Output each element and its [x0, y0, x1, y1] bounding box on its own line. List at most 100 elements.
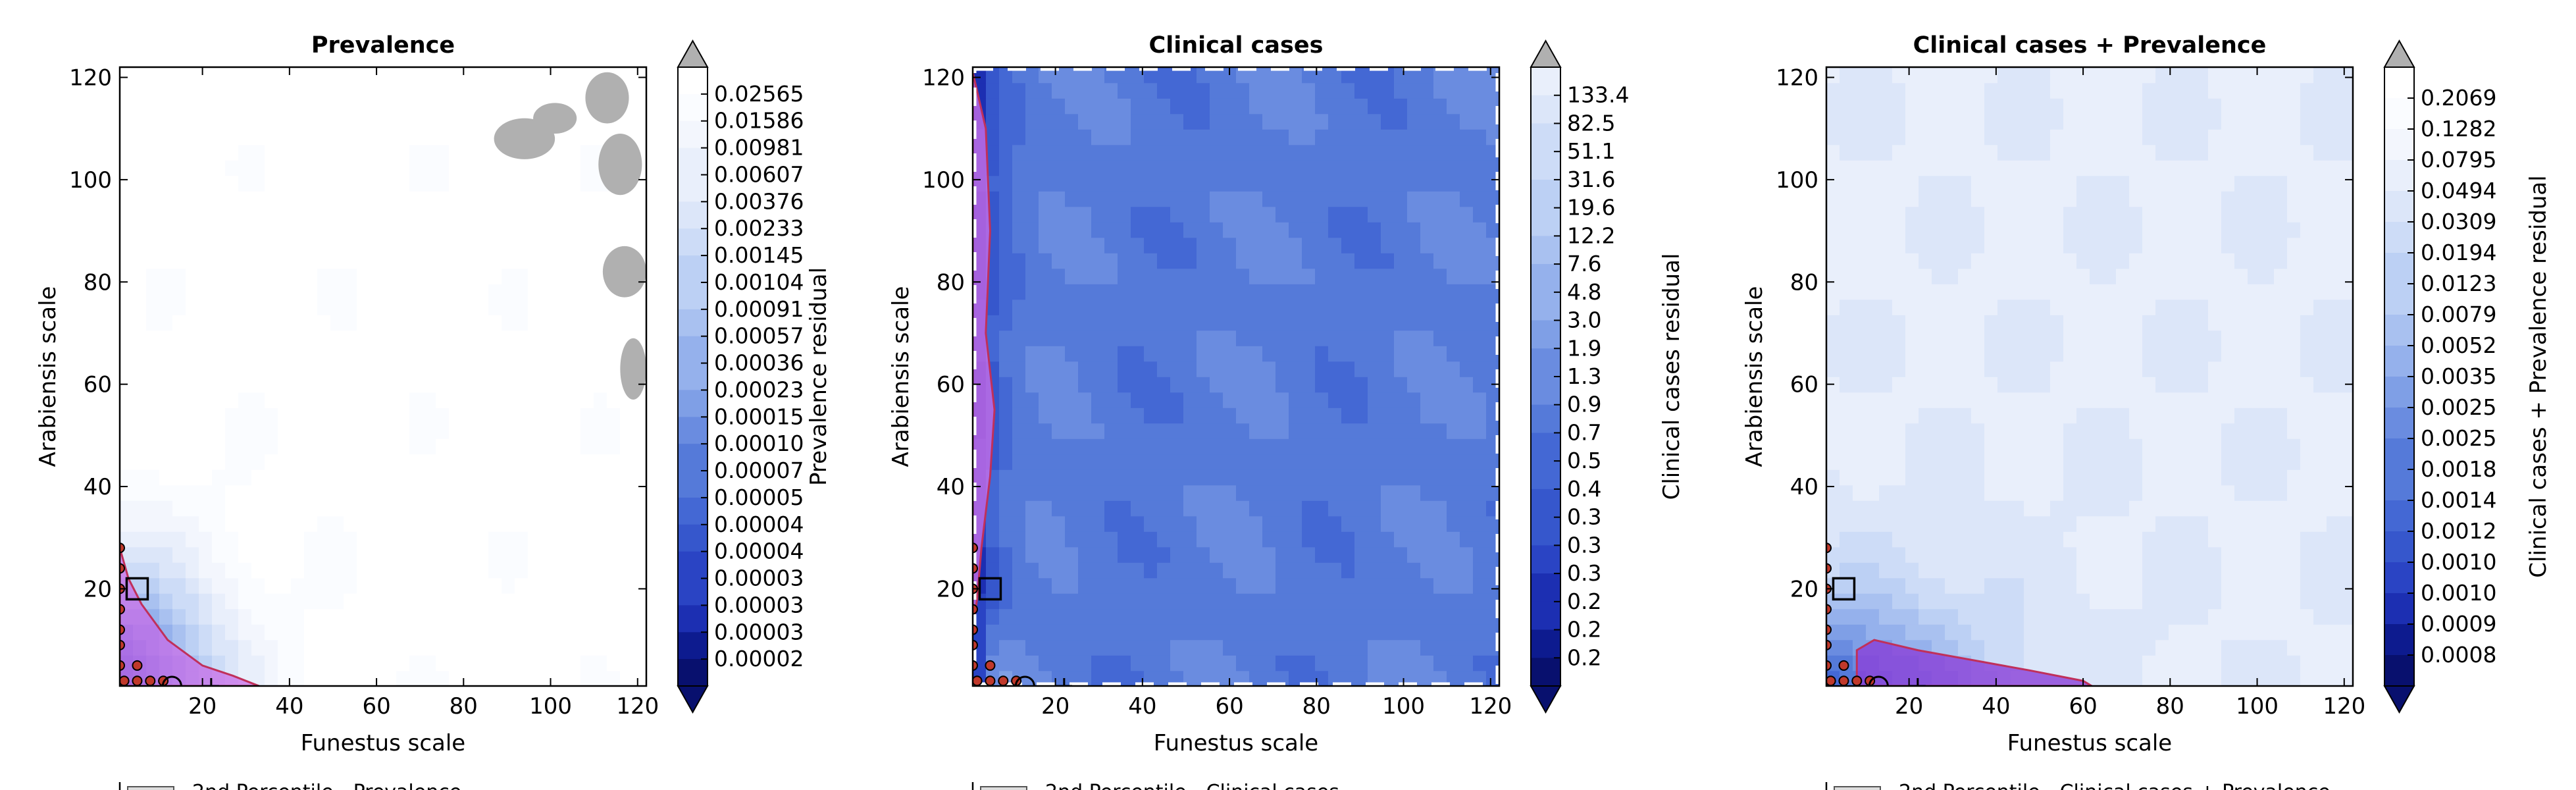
contour-cell — [1932, 268, 1945, 284]
contour-cell — [1118, 562, 1131, 579]
contour-cell — [2234, 469, 2248, 486]
contour-cell — [2050, 206, 2064, 223]
contour-cell — [1012, 206, 1026, 223]
contour-cell — [396, 531, 410, 548]
contour-cell — [1262, 206, 1276, 223]
contour-cell — [1407, 577, 1421, 594]
contour-cell — [159, 98, 173, 115]
contour-cell — [1394, 144, 1408, 161]
contour-cell — [2313, 253, 2327, 269]
contour-cell — [462, 206, 476, 223]
contour-cell — [2011, 284, 2024, 300]
contour-cell — [607, 423, 621, 439]
contour-cell — [1275, 191, 1289, 207]
contour-cell — [1840, 624, 1853, 641]
contour-cell — [1420, 469, 1434, 486]
contour-cell — [2050, 98, 2064, 115]
contour-cell — [1118, 454, 1131, 470]
contour-cell — [475, 361, 489, 377]
contour-cell — [370, 593, 384, 610]
contour-cell — [172, 113, 186, 130]
contour-cell — [1223, 377, 1237, 393]
contour-cell — [238, 377, 252, 393]
contour-cell — [357, 593, 371, 610]
contour-cell — [1315, 454, 1329, 470]
contour-cell — [2300, 531, 2314, 548]
contour-cell — [2011, 98, 2024, 115]
contour-cell — [1407, 454, 1421, 470]
contour-cell — [1958, 392, 1972, 408]
contour-cell — [1289, 299, 1302, 315]
contour-cell — [1984, 546, 1998, 563]
contour-cell — [1919, 531, 1932, 548]
contour-cell — [1078, 222, 1092, 238]
contour-cell — [1039, 500, 1052, 517]
contour-cell — [1354, 577, 1368, 594]
contour-cell — [238, 546, 252, 563]
contour-cell — [1407, 624, 1421, 641]
contour-cell — [1853, 438, 1867, 455]
contour-cell — [1078, 361, 1092, 377]
contour-cell — [265, 655, 278, 672]
contour-cell — [1262, 82, 1276, 99]
contour-cell — [1945, 485, 1959, 501]
contour-cell — [1104, 284, 1118, 300]
contour-cell — [449, 160, 463, 176]
contour-cell — [409, 485, 423, 501]
contour-cell — [607, 624, 621, 641]
contour-cell — [580, 144, 594, 161]
colorbar-tick-label: 0.00981 — [714, 135, 804, 161]
contour-cell — [1262, 515, 1276, 532]
contour-cell — [2313, 469, 2327, 486]
contour-cell — [594, 515, 607, 532]
contour-cell — [1460, 361, 1474, 377]
contour-cell — [291, 268, 305, 284]
contour-cell — [212, 392, 226, 408]
contour-cell — [2274, 144, 2288, 161]
contour-cell — [278, 346, 292, 362]
contour-cell — [1984, 469, 1998, 486]
contour-cell — [1183, 546, 1197, 563]
contour-cell — [607, 670, 621, 686]
contour-cell — [1289, 546, 1302, 563]
contour-cell — [1275, 408, 1289, 424]
contour-cell — [1879, 299, 1893, 315]
contour-cell — [2234, 546, 2248, 563]
contour-cell — [2103, 206, 2117, 223]
contour-cell — [436, 392, 450, 408]
contour-cell — [488, 624, 502, 641]
contour-cell — [554, 346, 568, 362]
contour-cell — [423, 639, 436, 656]
contour-cell — [1381, 454, 1395, 470]
contour-cell — [436, 408, 450, 424]
contour-cell — [554, 639, 568, 656]
contour-cell — [1945, 562, 1959, 579]
colorbar-tick-label: 12.2 — [1567, 223, 1615, 248]
contour-cell — [1025, 454, 1039, 470]
contour-cell — [357, 454, 371, 470]
contour-cell — [238, 515, 252, 532]
contour-cell — [2208, 268, 2222, 284]
contour-cell — [186, 577, 199, 594]
contour-cell — [2313, 485, 2327, 501]
contour-cell — [2221, 546, 2235, 563]
colorbar-tick-label: 0.00057 — [714, 323, 804, 349]
contour-cell — [1394, 129, 1408, 145]
contour-cell — [488, 500, 502, 517]
contour-cell — [1144, 67, 1158, 84]
contour-cell — [999, 408, 1013, 424]
contour-cell — [1210, 346, 1224, 362]
contour-cell — [1945, 82, 1959, 99]
contour-cell — [1131, 454, 1145, 470]
contour-cell — [1223, 330, 1237, 346]
contour-cell — [986, 113, 1000, 130]
contour-cell — [1039, 222, 1052, 238]
contour-cell — [1131, 577, 1145, 594]
contour-cell — [291, 253, 305, 269]
contour-cell — [1460, 469, 1474, 486]
contour-cell — [2274, 315, 2288, 331]
contour-cell — [1289, 438, 1302, 455]
contour-cell — [1052, 113, 1066, 130]
contour-cell — [1381, 82, 1395, 99]
contour-cell — [370, 129, 384, 145]
